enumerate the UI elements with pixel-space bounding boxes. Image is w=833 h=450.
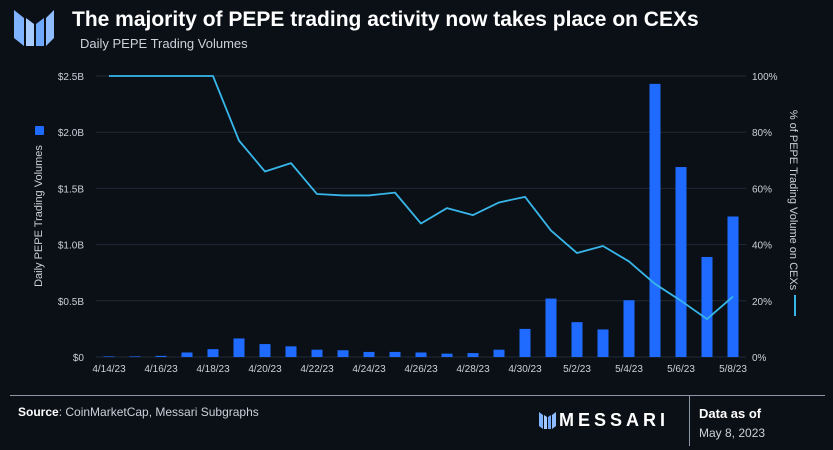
volume-bar bbox=[155, 355, 167, 357]
volume-bar bbox=[129, 356, 141, 357]
data-as-of-label: Data as of bbox=[699, 406, 762, 421]
volume-bar bbox=[545, 298, 557, 357]
y2-tick-label: 0% bbox=[752, 353, 767, 364]
volume-bar bbox=[181, 352, 193, 357]
y2-tick-label: 60% bbox=[752, 184, 772, 195]
footer-divider bbox=[10, 395, 825, 396]
axis-layer: $0 $0.5B $1.0B $1.5B $2.0B $2.5B 0% 20% 40% 60% 80… bbox=[58, 72, 778, 375]
footer-vertical-divider bbox=[689, 396, 690, 446]
x-tick-label: 5/4/23 bbox=[615, 364, 643, 375]
y-axis-label: Daily PEPE Trading Volumes bbox=[33, 145, 45, 287]
volume-bar bbox=[363, 351, 375, 357]
y2-tick-label: 100% bbox=[752, 72, 778, 83]
x-tick-label: 4/14/23 bbox=[92, 364, 126, 375]
x-tick-label: 4/18/23 bbox=[196, 364, 230, 375]
y2-axis-label: % of PEPE Trading Volume on CEXs bbox=[787, 110, 799, 291]
volume-bar bbox=[675, 167, 687, 357]
source-label: Source bbox=[18, 405, 59, 419]
x-tick-label: 5/8/23 bbox=[719, 364, 747, 375]
messari-logo-icon bbox=[14, 10, 54, 46]
volume-bar bbox=[259, 344, 271, 357]
line-layer bbox=[109, 75, 734, 320]
grid-layer bbox=[96, 75, 746, 358]
volume-bar bbox=[649, 83, 661, 358]
chart-subtitle: Daily PEPE Trading Volumes bbox=[80, 36, 248, 51]
bars-layer bbox=[103, 83, 739, 358]
x-tick-label: 4/24/23 bbox=[352, 364, 386, 375]
y-tick-label: $0 bbox=[73, 353, 85, 364]
chart-title: The majority of PEPE trading activity no… bbox=[72, 8, 699, 31]
x-tick-label: 5/2/23 bbox=[563, 364, 591, 375]
volume-bar bbox=[389, 351, 401, 357]
volume-bar bbox=[493, 349, 505, 357]
volume-bar bbox=[441, 353, 453, 357]
volume-bar bbox=[467, 353, 479, 357]
data-as-of-date: May 8, 2023 bbox=[699, 426, 766, 440]
y2-tick-label: 80% bbox=[752, 128, 772, 139]
volume-bar bbox=[727, 216, 739, 357]
messari-brand-icon bbox=[539, 412, 556, 429]
volume-bar bbox=[285, 346, 297, 357]
volume-bar bbox=[233, 338, 245, 357]
x-tick-label: 4/30/23 bbox=[508, 364, 542, 375]
source-note: Source: CoinMarketCap, Messari Subgraphs bbox=[18, 405, 259, 419]
volume-bar bbox=[103, 356, 115, 357]
y-tick-label: $2.0B bbox=[58, 128, 84, 139]
x-tick-label: 4/20/23 bbox=[248, 364, 282, 375]
volume-bar bbox=[623, 300, 635, 357]
volume-bar bbox=[415, 352, 427, 357]
brand-name: MESSARI bbox=[559, 410, 670, 430]
volume-bar bbox=[311, 349, 323, 357]
left-legend-marker bbox=[35, 126, 44, 135]
volume-bar bbox=[701, 256, 713, 357]
volume-bar bbox=[519, 328, 531, 357]
y-tick-label: $1.0B bbox=[58, 241, 84, 252]
chart-area: $0 $0.5B $1.0B $1.5B $2.0B $2.5B 0% 20% 40% 60% 80… bbox=[33, 72, 799, 375]
y2-tick-label: 20% bbox=[752, 297, 772, 308]
cex-share-line bbox=[109, 75, 734, 320]
volume-bar bbox=[337, 350, 349, 357]
source-text: : CoinMarketCap, Messari Subgraphs bbox=[58, 405, 259, 419]
y-tick-label: $1.5B bbox=[58, 184, 84, 195]
y-tick-label: $2.5B bbox=[58, 72, 84, 83]
y2-tick-label: 40% bbox=[752, 241, 772, 252]
x-tick-label: 4/22/23 bbox=[300, 364, 334, 375]
volume-bar bbox=[207, 349, 219, 357]
volume-bar bbox=[597, 329, 609, 357]
y-tick-label: $0.5B bbox=[58, 297, 84, 308]
x-tick-label: 4/28/23 bbox=[456, 364, 490, 375]
volume-bar bbox=[571, 322, 583, 357]
x-tick-label: 4/16/23 bbox=[144, 364, 178, 375]
x-tick-label: 5/6/23 bbox=[667, 364, 695, 375]
x-tick-label: 4/26/23 bbox=[404, 364, 438, 375]
